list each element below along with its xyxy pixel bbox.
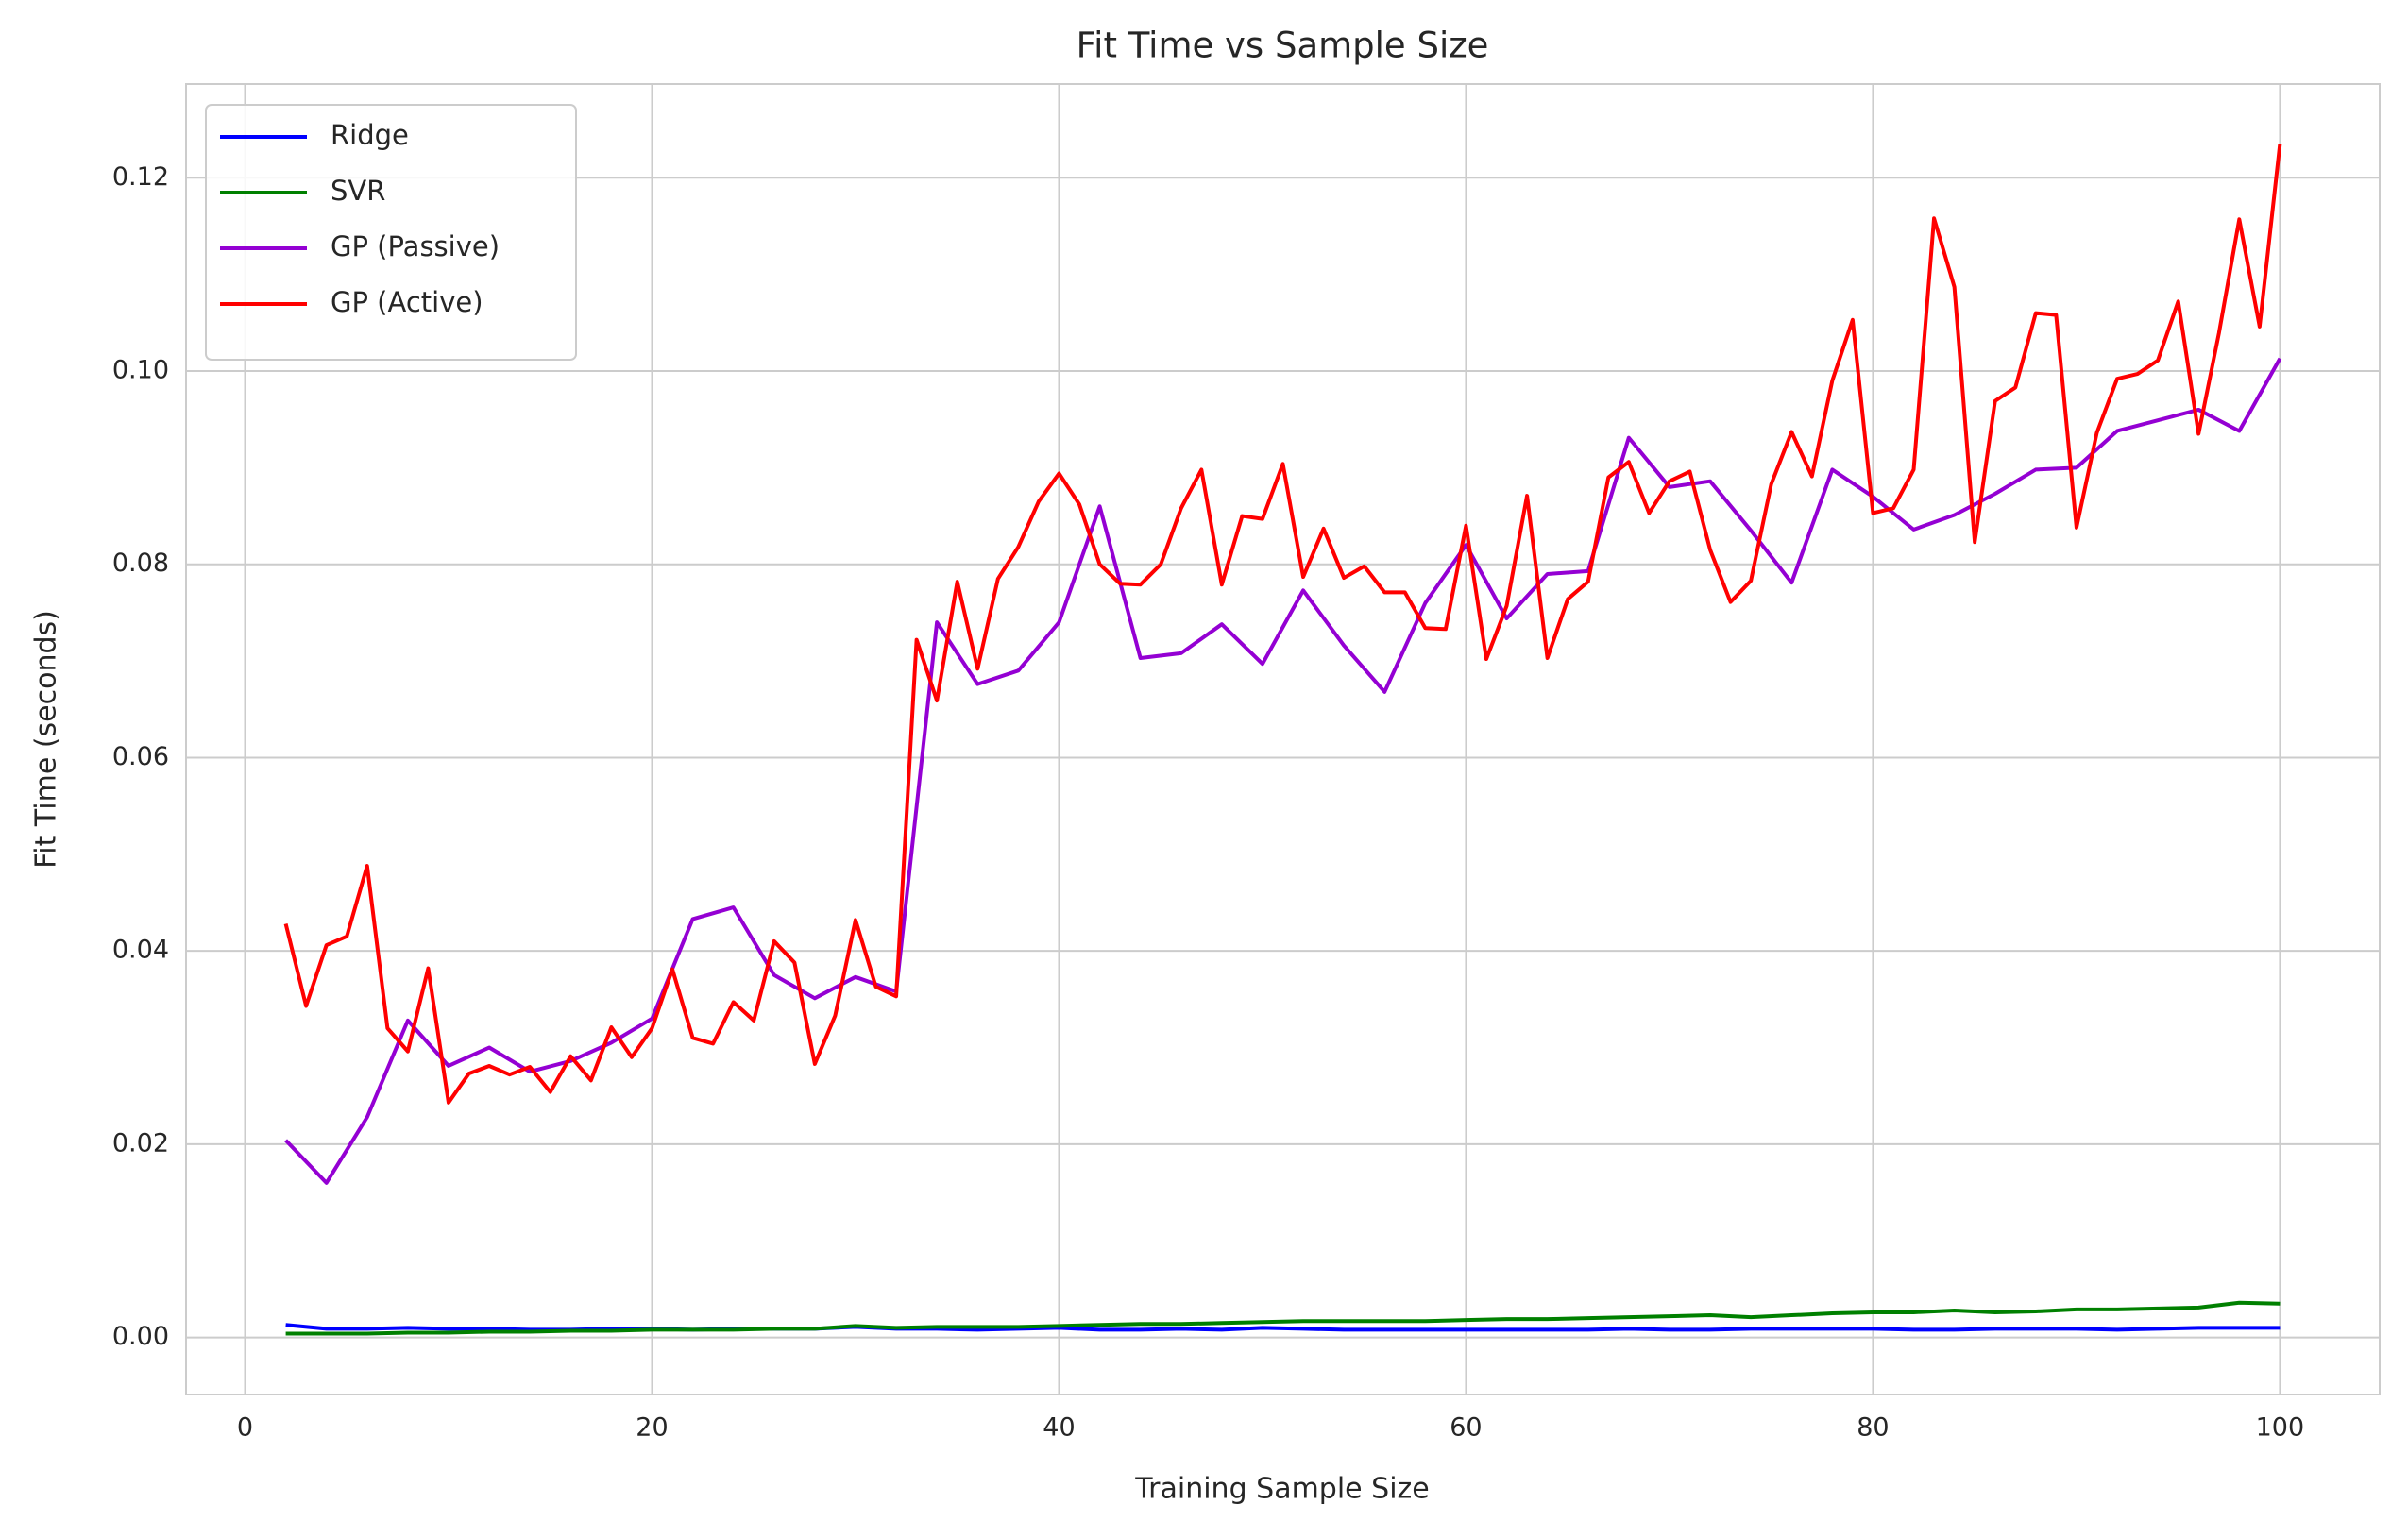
y-tick-label: 0.04 [112, 936, 169, 965]
plot-lines [283, 144, 2282, 1336]
legend-box [205, 104, 577, 361]
y-tick-label: 0.12 [112, 162, 169, 192]
legend-label: GP (Active) [331, 286, 483, 318]
x-tick-label: 0 [237, 1413, 253, 1443]
x-tick-label: 60 [1450, 1413, 1482, 1443]
x-tick-label: 40 [1043, 1413, 1075, 1443]
plot-frame [185, 83, 2381, 1395]
y-tick-label: 0.10 [112, 356, 169, 385]
y-tick-label: 0.00 [112, 1322, 169, 1351]
x-tick-label: 20 [636, 1413, 668, 1443]
y-axis-label: Fit Time (seconds) [30, 610, 63, 869]
series-line [283, 144, 2282, 1105]
grid [186, 84, 2380, 1394]
y-tick-label: 0.02 [112, 1128, 169, 1158]
legend-label: Ridge [331, 119, 409, 151]
x-tick-label: 100 [2256, 1413, 2305, 1443]
chart-title: Fit Time vs Sample Size [1077, 25, 1489, 66]
series-line [285, 1300, 2281, 1336]
y-tick-label: 0.06 [112, 742, 169, 771]
y-tick-label: 0.08 [112, 549, 169, 578]
legend: Ridge SVR GP (Passive) GP (Active) [205, 104, 577, 361]
legend-label: GP (Passive) [331, 230, 500, 262]
x-tick-label: 80 [1857, 1413, 1889, 1443]
x-axis-label: Training Sample Size [1134, 1473, 1430, 1506]
legend-label: SVR [331, 175, 385, 207]
